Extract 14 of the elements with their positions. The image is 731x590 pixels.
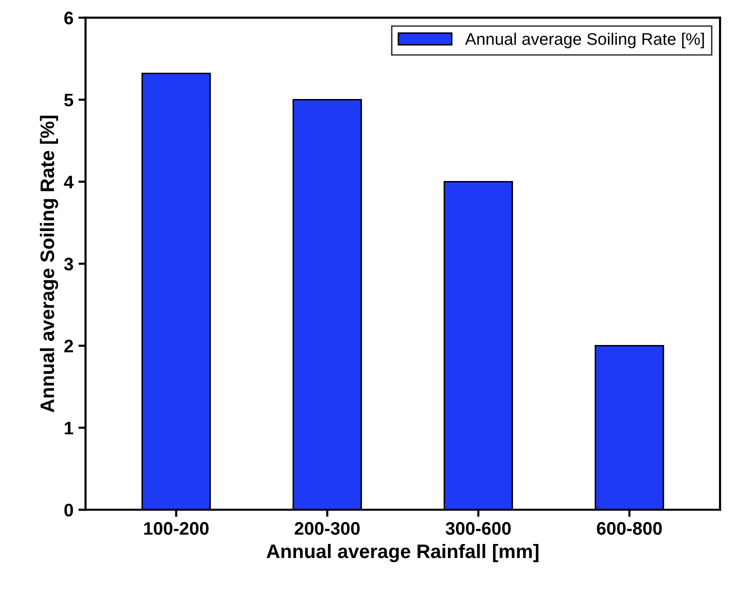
- y-tick-label: 2: [64, 340, 73, 352]
- x-tick-label: 300-600: [446, 522, 511, 535]
- y-tick-label: 0: [64, 504, 73, 516]
- y-tick-label: 6: [64, 12, 74, 24]
- y-tick-label: 4: [64, 176, 74, 188]
- x-tick-label: 200-300: [294, 522, 360, 535]
- y-tick-label: 5: [64, 94, 74, 106]
- y-tick-label: 1: [64, 422, 74, 434]
- x-tick-label: 600-800: [596, 522, 662, 535]
- y-axis-title: Annual average Soiling Rate [%]: [40, 116, 58, 412]
- legend-label: Annual average Soiling Rate [%]: [465, 32, 704, 48]
- y-tick-label: 3: [64, 258, 74, 270]
- x-tick-label: 100-200: [144, 522, 209, 535]
- x-axis-title: Annual average Rainfall [mm]: [266, 544, 538, 562]
